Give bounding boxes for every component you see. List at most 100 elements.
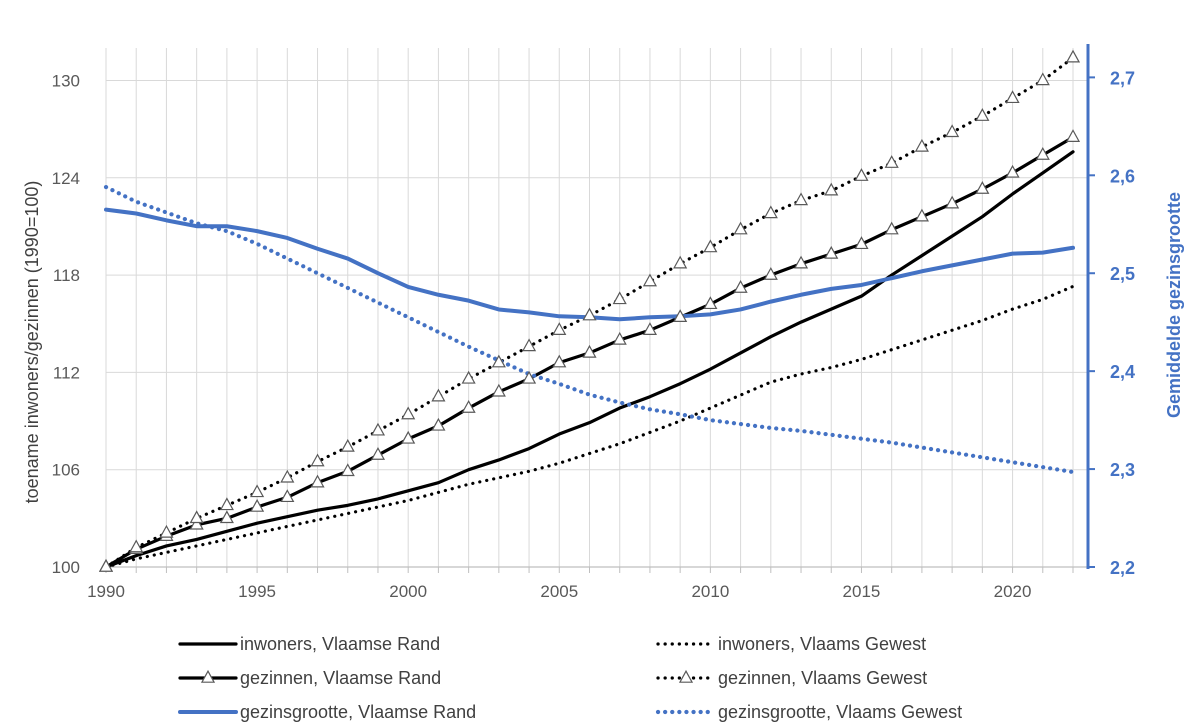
data-point-series-4	[914, 138, 929, 152]
y-tick-label: 118	[53, 266, 80, 285]
x-tick-label: 1990	[87, 582, 125, 601]
x-tick-label: 2005	[540, 582, 578, 601]
data-point-series-3	[733, 279, 748, 293]
data-point-series-3	[461, 399, 476, 413]
y2-tick-label: 2,5	[1110, 264, 1135, 284]
legend-item: gezinnen, Vlaamse Rand	[178, 668, 441, 688]
data-point-series-4	[129, 539, 144, 553]
data-point-series-4	[1035, 72, 1050, 86]
data-point-series-3	[582, 344, 597, 358]
data-point-series-3	[642, 322, 658, 335]
data-point-series-3	[854, 236, 869, 250]
data-point-series-4	[491, 354, 506, 368]
data-point-series-4	[703, 239, 718, 253]
data-point-series-3	[673, 309, 688, 323]
data-point-series-3	[521, 370, 537, 384]
data-point-series-4	[431, 388, 446, 402]
x-tick-label: 2010	[691, 582, 729, 601]
data-point-series-4	[824, 182, 839, 196]
data-point-series-4	[763, 205, 778, 219]
data-point-series-4	[280, 469, 295, 483]
data-point-series-4	[945, 124, 960, 138]
data-point-series-4	[884, 155, 899, 168]
data-point-series-4	[552, 322, 567, 335]
data-point-series-3	[763, 266, 778, 280]
data-point-series-4	[1005, 90, 1020, 104]
data-point-series-3	[793, 255, 809, 269]
y2-tick-label: 2,3	[1110, 460, 1135, 480]
data-point-series-3	[219, 510, 234, 524]
legend-item: inwoners, Vlaamse Rand	[178, 634, 440, 654]
data-point-series-3	[824, 245, 839, 259]
data-point-series-4	[219, 497, 234, 511]
data-point-series-4	[340, 438, 355, 452]
legend-item: gezinsgrootte, Vlaams Gewest	[655, 702, 962, 722]
data-point-series-4	[793, 192, 809, 206]
data-point-series-3	[1035, 146, 1050, 160]
data-point-series-4	[612, 291, 627, 305]
y2-tick-label: 2,7	[1110, 68, 1135, 88]
y2-tick-label: 2,4	[1110, 362, 1135, 382]
series-markers	[98, 49, 1081, 572]
legend-item: gezinnen, Vlaams Gewest	[656, 668, 927, 688]
data-point-series-4	[310, 453, 325, 467]
data-point-series-4	[521, 338, 537, 352]
y-tick-label: 124	[52, 169, 80, 188]
data-point-series-3	[340, 463, 355, 477]
gridlines	[105, 48, 1088, 567]
x-tick-label: 2000	[389, 582, 427, 601]
data-point-series-3	[612, 331, 627, 345]
data-point-series-4	[401, 406, 416, 420]
data-point-series-3	[884, 221, 899, 235]
data-point-series-4	[250, 484, 265, 498]
data-point-series-4	[98, 558, 114, 572]
data-point-series-4	[854, 168, 869, 181]
data-point-series-4	[642, 273, 658, 287]
data-point-series-3	[310, 474, 325, 488]
data-point-series-3	[370, 447, 386, 460]
data-point-series-3	[401, 430, 416, 444]
data-point-series-3	[431, 417, 446, 431]
series-line-6	[103, 184, 1076, 475]
x-tick-label: 2015	[843, 582, 881, 601]
data-point-series-3	[552, 354, 567, 368]
data-point-series-3	[189, 516, 204, 530]
legend-label: inwoners, Vlaamse Rand	[240, 634, 440, 654]
legend-marker	[200, 669, 216, 683]
y-axis-title: toename inwoners/gezinnen (1990=100)	[22, 181, 42, 504]
legend-label: gezinsgrootte, Vlaams Gewest	[718, 702, 962, 722]
legend: inwoners, Vlaamse Rand inwoners, Vlaams G…	[178, 634, 962, 722]
tick-labels: 1990 1995 2000 2005 2010 2015 2020 100 106 112 118…	[52, 68, 1135, 601]
data-point-series-3	[280, 489, 295, 503]
data-point-series-3	[1065, 129, 1081, 142]
data-point-series-3	[703, 296, 718, 310]
data-point-series-3	[975, 181, 990, 194]
data-point-series-4	[370, 422, 386, 436]
legend-item: gezinsgrootte, Vlaamse Rand	[178, 702, 476, 722]
axes	[105, 44, 1095, 573]
x-tick-label: 1995	[238, 582, 276, 601]
y-tick-label: 100	[52, 558, 80, 577]
y2-tick-label: 2,2	[1110, 558, 1135, 578]
legend-label: inwoners, Vlaams Gewest	[718, 634, 926, 654]
y-tick-label: 106	[52, 461, 80, 480]
legend-label: gezinnen, Vlaamse Rand	[240, 668, 441, 688]
data-point-series-4	[189, 510, 204, 524]
legend-label: gezinnen, Vlaams Gewest	[718, 668, 927, 688]
data-point-series-4	[461, 370, 476, 384]
data-point-series-4	[673, 255, 688, 269]
series-line-1	[104, 150, 1075, 569]
data-point-series-4	[733, 221, 748, 235]
y2-tick-label: 2,6	[1110, 166, 1135, 186]
y-tick-label: 130	[52, 71, 80, 90]
legend-marker	[678, 669, 694, 683]
x-tick-label: 2020	[994, 582, 1032, 601]
series-line-2	[104, 284, 1075, 569]
data-point-series-3	[914, 208, 929, 222]
data-point-series-3	[1005, 164, 1020, 178]
y2-axis-title: Gemiddelde gezinsgrootte	[1164, 192, 1184, 418]
data-point-series-3	[491, 383, 506, 397]
data-point-series-4	[1065, 49, 1081, 63]
